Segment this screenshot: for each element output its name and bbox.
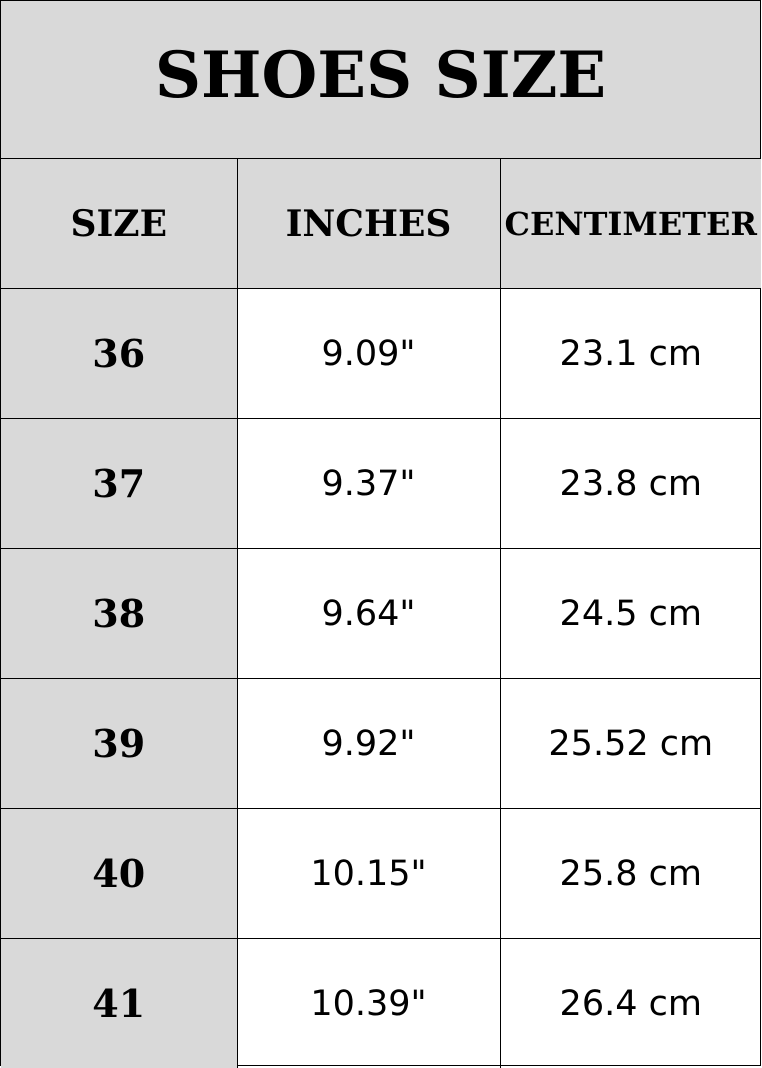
cm-cell: 26.4 cm <box>500 939 761 1068</box>
inches-cell: 10.15" <box>237 809 500 939</box>
inches-cell: 9.92" <box>237 679 500 809</box>
header-size: SIZE <box>1 159 237 289</box>
size-cell: 39 <box>1 679 237 809</box>
cm-cell: 23.8 cm <box>500 419 761 549</box>
cm-cell: 24.5 cm <box>500 549 761 679</box>
size-cell: 38 <box>1 549 237 679</box>
chart-title: SHOES SIZE <box>1 1 760 159</box>
size-cell: 36 <box>1 289 237 419</box>
cm-cell: 23.1 cm <box>500 289 761 419</box>
header-row: SIZE INCHES CENTIMETER <box>1 159 761 289</box>
inches-cell: 9.37" <box>237 419 500 549</box>
header-inches: INCHES <box>237 159 500 289</box>
header-centimeter: CENTIMETER <box>500 159 761 289</box>
inches-cell: 9.64" <box>237 549 500 679</box>
cm-cell: 25.8 cm <box>500 809 761 939</box>
size-cell: 37 <box>1 419 237 549</box>
inches-cell: 9.09" <box>237 289 500 419</box>
inches-cell: 10.39" <box>237 939 500 1068</box>
size-cell: 41 <box>1 939 237 1068</box>
cm-cell: 25.52 cm <box>500 679 761 809</box>
size-cell: 40 <box>1 809 237 939</box>
